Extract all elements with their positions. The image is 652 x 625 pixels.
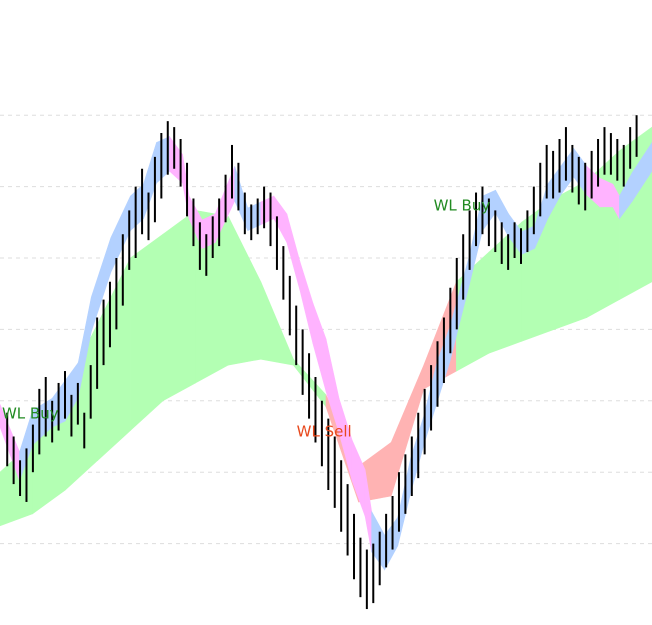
cloud-segment-8 bbox=[260, 281, 294, 366]
cloud-segment-5 bbox=[162, 209, 196, 402]
ribbon-segment-19 bbox=[273, 195, 288, 243]
cloud-segment-7 bbox=[227, 216, 262, 366]
ribbon-segment-25 bbox=[351, 439, 366, 517]
ribbon-segment-7 bbox=[110, 195, 131, 273]
ribbon-segment-12 bbox=[182, 154, 190, 219]
ribbon-segment-17 bbox=[247, 201, 262, 232]
ribbon-segment-18 bbox=[260, 195, 275, 226]
price-bars bbox=[6, 115, 638, 610]
buy-signal-label-2: WL Buy bbox=[434, 196, 491, 214]
signal-labels: WL Buy WL Sell WL Buy bbox=[2, 196, 490, 440]
cloud-segment-4 bbox=[130, 233, 164, 432]
cloud-segment-17 bbox=[553, 180, 588, 330]
buy-signal-label-0: WL Buy bbox=[2, 405, 59, 423]
ribbon-segment-47 bbox=[632, 142, 652, 202]
sell-signal-label: WL Sell bbox=[297, 423, 352, 441]
